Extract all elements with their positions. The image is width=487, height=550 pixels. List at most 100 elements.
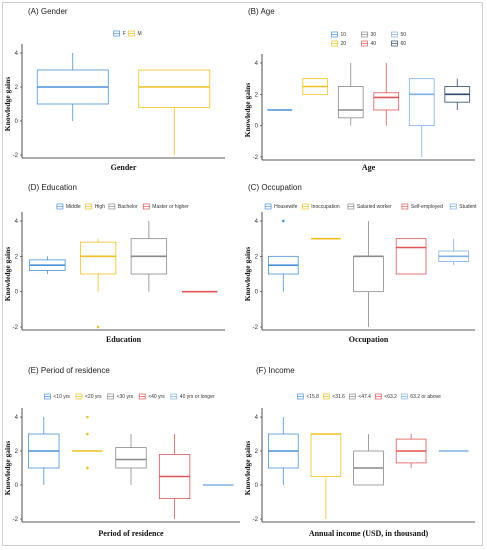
box-iqr: [337, 86, 364, 119]
x-axis-label: Education: [106, 335, 142, 344]
legend-label: Self-employed: [411, 204, 443, 210]
legend: Housewife Inoccupation Salaried worker Self…: [264, 203, 477, 210]
box-4: [438, 238, 470, 266]
box-5: [444, 78, 471, 110]
y-tick-label: 0: [15, 483, 19, 489]
legend-label: Inoccupation: [311, 204, 340, 210]
y-axis-label: Knowledge gains: [3, 247, 12, 301]
box-1: [72, 415, 103, 470]
panel-5: (F) Income -2 0 2 4 Knowledge gains Annual inc…: [243, 366, 475, 538]
y-tick-label: 0: [255, 483, 259, 489]
box-2: [115, 434, 147, 485]
legend: <10 yrs <20 yrs <30 yrs <40 yrs 40 yrs or lo…: [44, 393, 215, 400]
box-iqr: [310, 433, 342, 477]
y-axis-label: Knowledge gains: [243, 83, 252, 137]
x-axis-label: Annual income (USD, in thousand): [309, 529, 429, 538]
box-2: [353, 434, 384, 486]
y-tick-label: 4: [15, 415, 19, 421]
box-iqr: [79, 241, 117, 275]
y-tick-label: 0: [255, 290, 259, 296]
legend-label: <20 yrs: [85, 394, 102, 400]
x-axis-label: Age: [362, 163, 376, 172]
y-axis-label: Knowledge gains: [3, 441, 12, 495]
legend-label: Salaried worker: [357, 204, 392, 210]
outlier-point: [96, 325, 100, 329]
y-tick-label: -2: [13, 325, 19, 331]
y-tick-label: -2: [253, 517, 259, 523]
panel-4: (E) Period of residence -2 0 2 4 Knowledge ga…: [3, 366, 240, 538]
legend-label: M: [138, 31, 142, 37]
box-iqr: [115, 447, 147, 469]
box-4: [408, 78, 435, 157]
legend-label: <30 yrs: [117, 394, 134, 400]
outlier-point: [86, 466, 89, 470]
y-tick-label: 2: [255, 254, 259, 260]
y-axis-label: Knowledge gains: [243, 441, 252, 495]
y-tick-label: 2: [255, 92, 259, 98]
box-iqr: [138, 69, 211, 108]
y-tick-label: 4: [255, 61, 259, 67]
figure-frame: [2, 2, 483, 546]
legend-label: High: [95, 204, 106, 210]
legend-label: 10: [341, 32, 347, 38]
legend: <15.8 <31.6 <47.4 <63.2 63.2 or above: [296, 393, 441, 400]
y-tick-label: 2: [255, 449, 259, 455]
legend-label: <47.4: [358, 394, 371, 400]
y-axis-label: Knowledge gains: [243, 247, 252, 301]
box-iqr: [395, 238, 427, 275]
panel-title: (E) Period of residence: [28, 366, 110, 375]
panel-title: (B) Age: [248, 7, 275, 16]
x-axis-label: Gender: [111, 163, 137, 172]
panel-title: (A) Gender: [28, 7, 68, 16]
legend-label: 40 yrs or longer: [180, 394, 215, 400]
box-1: [79, 238, 117, 329]
y-tick-label: 4: [15, 51, 19, 57]
box-0: [267, 219, 299, 292]
legend-label: 63.2 or above: [410, 394, 441, 400]
y-tick-label: 4: [255, 219, 259, 225]
legend-label: <31.6: [332, 394, 345, 400]
legend-label: <40 yrs: [148, 394, 165, 400]
legend-label: F: [123, 31, 126, 37]
panel-title: (F) Income: [256, 366, 295, 375]
y-tick-label: 2: [15, 85, 19, 91]
box-2: [130, 221, 168, 292]
box-2: [337, 63, 364, 126]
y-tick-label: 2: [15, 449, 19, 455]
box-iqr: [353, 255, 384, 293]
y-tick-label: -2: [253, 325, 259, 331]
box-3: [395, 238, 427, 275]
box-0: [267, 417, 299, 485]
y-tick-label: -2: [13, 517, 19, 523]
legend-label: <10 yrs: [53, 394, 70, 400]
box-3: [158, 434, 191, 519]
x-axis-label: Occupation: [349, 335, 389, 344]
box-3: [395, 434, 427, 468]
outlier-point: [86, 432, 89, 436]
panel-2: (D) Education -2 0 2 4 Knowledge gains Educati…: [3, 183, 225, 344]
box-0: [36, 53, 109, 121]
legend-label: Student: [459, 204, 477, 210]
legend-label: Middle: [66, 204, 81, 210]
box-1: [310, 433, 342, 519]
panel-title: (C) Occupation: [248, 183, 302, 192]
panel-title: (D) Education: [28, 183, 77, 192]
legend-label: <15.8: [306, 394, 319, 400]
legend-label: 20: [341, 41, 347, 47]
box-2: [353, 221, 384, 327]
y-tick-label: 4: [15, 219, 19, 225]
box-0: [28, 417, 60, 485]
y-tick-label: 0: [15, 290, 19, 296]
box-1: [302, 78, 329, 95]
box-0: [29, 256, 66, 274]
box-1: [138, 69, 211, 155]
outlier-point: [86, 415, 89, 419]
legend-label: 30: [371, 32, 377, 38]
y-axis-label: Knowledge gains: [3, 77, 12, 131]
y-tick-label: 0: [255, 124, 259, 130]
legend: 10 20 30 40 50 60: [331, 31, 406, 47]
box-3: [373, 63, 400, 126]
